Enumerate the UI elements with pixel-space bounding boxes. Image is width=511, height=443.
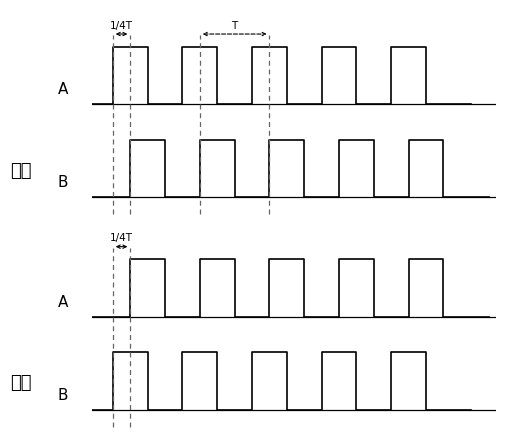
Text: 1/4T: 1/4T — [110, 233, 133, 243]
Text: B: B — [57, 388, 68, 403]
Text: T: T — [231, 20, 238, 31]
Text: B: B — [57, 175, 68, 190]
Text: A: A — [57, 82, 68, 97]
Text: 1/4T: 1/4T — [110, 20, 133, 31]
Text: 正转: 正转 — [10, 162, 32, 179]
Text: 反转: 反转 — [10, 374, 32, 392]
Text: A: A — [57, 295, 68, 310]
